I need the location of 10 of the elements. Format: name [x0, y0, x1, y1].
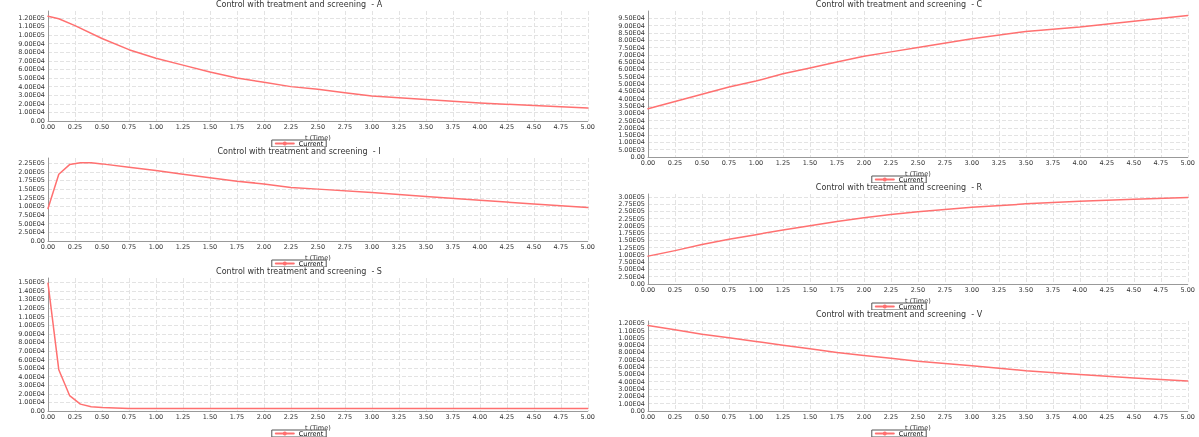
chart-title: Control with treatment and screening - A: [215, 0, 383, 9]
chart-title: Control with treatment and screening - I: [217, 146, 381, 156]
chart-title: Control with treatment and screening - C: [815, 0, 983, 9]
line-series: [647, 196, 1189, 257]
chart-title: Control with treatment and screening - V: [815, 309, 983, 319]
line-series: [647, 14, 1189, 110]
chart-title: Control with treatment and screening - R: [815, 182, 983, 192]
chart-title: Control with treatment and screening - S: [216, 266, 382, 276]
line-series: [47, 15, 589, 109]
line-series: [47, 162, 589, 210]
